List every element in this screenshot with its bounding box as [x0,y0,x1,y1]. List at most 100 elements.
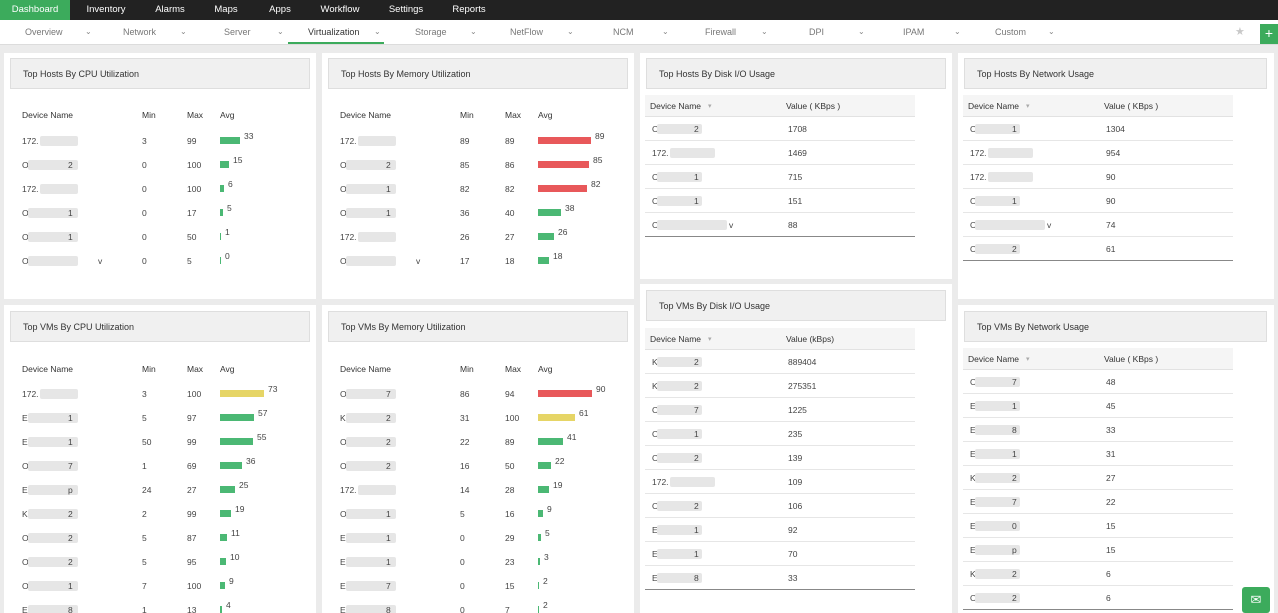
device-name[interactable]: E. [970,497,978,507]
chevron-down-icon[interactable]: ⌄ [277,27,284,36]
tab-custom[interactable]: Custom ⌄ [995,20,1065,44]
device-name[interactable]: O [340,437,347,447]
device-name[interactable]: O [652,124,659,134]
tab-storage[interactable]: Storage ⌄ [415,20,485,44]
tab-network[interactable]: Network ⌄ [123,20,203,44]
device-name[interactable]: O [22,581,29,591]
sort-icon[interactable]: ▾ [1026,356,1030,363]
device-name[interactable]: O [652,405,659,415]
device-name[interactable]: O [970,124,977,134]
device-name[interactable]: O [652,220,659,230]
device-name[interactable]: O [970,593,977,603]
sort-icon[interactable]: ▾ [1026,103,1030,110]
device-name[interactable]: E [652,549,658,559]
device-name[interactable]: 172. [340,232,357,242]
chevron-down-icon[interactable]: ⌄ [567,27,574,36]
device-name[interactable]: O [340,256,347,266]
device-name[interactable]: O [970,196,977,206]
column-header-device[interactable]: Device Name [650,334,702,344]
chevron-down-icon[interactable]: ⌄ [374,27,381,36]
tab-ncm[interactable]: NCM ⌄ [613,20,673,44]
tab-ipam[interactable]: IPAM ⌄ [903,20,973,44]
device-name[interactable]: K [652,381,658,391]
topnav-maps[interactable]: Maps [214,4,238,15]
device-name[interactable]: 172. [652,477,669,487]
device-name[interactable]: E [340,557,346,567]
device-name[interactable]: O [652,196,659,206]
device-name[interactable]: E [22,605,28,613]
device-name[interactable]: O [340,184,347,194]
chevron-down-icon[interactable]: ⌄ [85,27,92,36]
tab-overview[interactable]: Overview ⌄ [25,20,105,44]
chat-icon[interactable]: ✉ [1242,587,1270,613]
chevron-down-icon[interactable]: ⌄ [180,27,187,36]
star-icon[interactable]: ★ [1235,26,1245,38]
device-name[interactable]: 172. [22,389,39,399]
chevron-down-icon[interactable]: ⌄ [1048,27,1055,36]
sort-icon[interactable]: ▾ [708,336,712,343]
chevron-down-icon[interactable]: ⌄ [954,27,961,36]
device-name[interactable]: O [652,172,659,182]
topnav-inventory[interactable]: Inventory [86,4,126,15]
device-name[interactable]: E [340,581,346,591]
device-name[interactable]: K [970,569,976,579]
device-name[interactable]: E [970,521,976,531]
chevron-down-icon[interactable]: ⌄ [470,27,477,36]
device-name[interactable]: O [22,208,29,218]
device-name[interactable]: K [22,509,28,519]
device-name[interactable]: O [340,509,347,519]
device-name[interactable]: E [340,533,346,543]
sort-icon[interactable]: ▾ [708,103,712,110]
device-name[interactable]: 172. [970,172,987,182]
device-name[interactable]: 172. [340,485,357,495]
device-name[interactable]: O [652,453,659,463]
device-name[interactable]: O [970,244,977,254]
chevron-down-icon[interactable]: ⌄ [858,27,865,36]
device-name[interactable]: O [22,232,29,242]
chevron-down-icon[interactable]: ⌄ [761,27,768,36]
add-widget-button[interactable]: + [1260,24,1278,44]
device-name[interactable]: 172. [652,148,669,158]
device-name[interactable]: E [652,525,658,535]
device-name[interactable]: K [340,413,346,423]
device-name[interactable]: E [22,485,28,495]
device-name[interactable]: E [970,401,976,411]
topnav-alarms[interactable]: Alarms [155,4,185,15]
device-name[interactable]: O [22,557,29,567]
device-name[interactable]: O [340,461,347,471]
device-name[interactable]: O [340,389,347,399]
topnav-apps[interactable]: Apps [269,4,291,15]
tab-dpi[interactable]: DPI ⌄ [809,20,869,44]
device-name[interactable]: E [652,573,658,583]
device-name[interactable]: O [22,256,29,266]
device-name[interactable]: E [22,437,28,447]
tab-server[interactable]: Server ⌄ [224,20,294,44]
device-name[interactable]: K [652,357,658,367]
device-name[interactable]: O [22,533,29,543]
device-name[interactable]: E [970,449,976,459]
device-name[interactable]: E [22,413,28,423]
device-name[interactable]: O [340,160,347,170]
device-name[interactable]: O [652,429,659,439]
device-name[interactable]: 172. [340,136,357,146]
device-name[interactable]: 172. [22,184,39,194]
topnav-dashboard[interactable]: Dashboard [0,0,70,20]
device-name[interactable]: 172. [22,136,39,146]
column-header-device[interactable]: Device Name [968,101,1020,111]
tab-netflow[interactable]: NetFlow ⌄ [510,20,580,44]
column-header-device[interactable]: Device Name [968,354,1020,364]
device-name[interactable]: E [340,605,346,613]
device-name[interactable]: O [340,208,347,218]
device-name[interactable]: E [970,425,976,435]
chevron-down-icon[interactable]: ⌄ [662,27,669,36]
device-name[interactable]: O [970,220,977,230]
topnav-reports[interactable]: Reports [452,4,486,15]
device-name[interactable]: 172. [970,148,987,158]
device-name[interactable]: O [970,377,977,387]
device-name[interactable]: O [652,501,659,511]
tab-virtualization[interactable]: Virtualization ⌄ [288,20,384,44]
tab-firewall[interactable]: Firewall ⌄ [705,20,775,44]
device-name[interactable]: O [22,160,29,170]
device-name[interactable]: E [970,545,976,555]
device-name[interactable]: K [970,473,976,483]
